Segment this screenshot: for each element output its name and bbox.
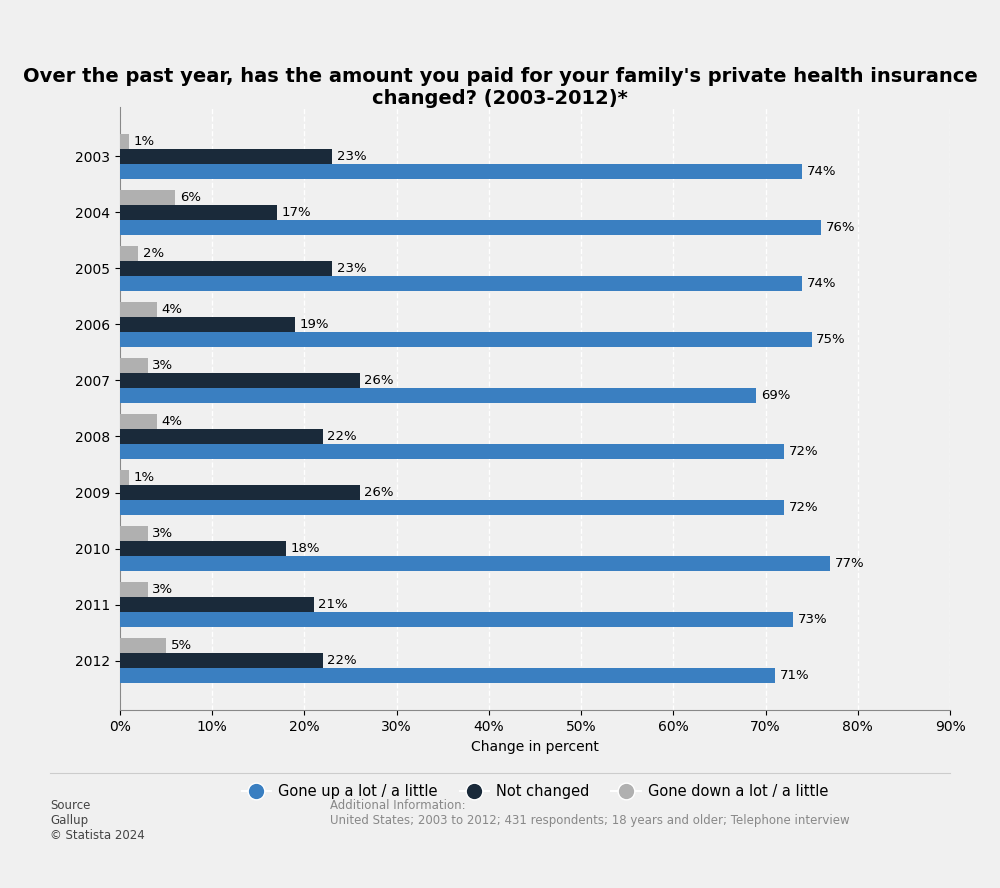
Text: 2%: 2% [143,247,164,260]
Text: 74%: 74% [807,165,837,178]
Text: 69%: 69% [761,389,790,402]
Text: Over the past year, has the amount you paid for your family's private health ins: Over the past year, has the amount you p… [23,67,977,107]
Text: 3%: 3% [152,359,173,372]
Text: 6%: 6% [180,191,201,203]
Bar [120,444,784,459]
Text: 22%: 22% [328,430,357,443]
Text: 1%: 1% [134,135,155,147]
Bar [120,429,323,444]
Text: 72%: 72% [789,445,818,458]
Bar [120,583,148,597]
Text: 22%: 22% [328,654,357,667]
Legend: Gone up a lot / a little, Not changed, Gone down a lot / a little: Gone up a lot / a little, Not changed, G… [236,778,834,805]
Bar [120,654,323,668]
Bar [120,388,756,403]
Text: 73%: 73% [798,614,827,626]
Text: 23%: 23% [337,150,366,163]
Bar [120,149,332,163]
Text: 1%: 1% [134,471,155,484]
Bar [120,598,314,612]
Bar [120,190,175,204]
Bar [120,358,148,373]
Text: 26%: 26% [364,374,394,387]
Text: 71%: 71% [779,670,809,682]
Text: 76%: 76% [826,221,855,234]
Bar [120,542,286,556]
Text: 19%: 19% [300,318,329,331]
Bar [120,302,157,316]
Text: 4%: 4% [162,415,182,428]
Bar [120,276,802,291]
Bar [120,205,277,219]
Text: 72%: 72% [789,501,818,514]
Text: 75%: 75% [816,333,846,346]
Bar [120,220,821,234]
Bar [120,332,812,347]
Text: 5%: 5% [171,638,192,652]
Text: Source
Gallup
© Statista 2024: Source Gallup © Statista 2024 [50,799,145,842]
Bar [120,501,784,515]
Text: 3%: 3% [152,583,173,596]
Bar [120,373,360,388]
Bar [120,317,295,332]
Bar [120,246,138,260]
Bar [120,134,129,148]
Text: 23%: 23% [337,262,366,275]
Text: 18%: 18% [291,542,320,555]
X-axis label: Change in percent: Change in percent [471,740,599,754]
Bar [120,164,802,178]
Text: 74%: 74% [807,277,837,290]
Bar [120,526,148,541]
Text: 21%: 21% [318,598,348,611]
Bar [120,669,775,683]
Text: 77%: 77% [835,557,864,570]
Bar [120,470,129,485]
Bar [120,414,157,429]
Text: 4%: 4% [162,303,182,316]
Text: 26%: 26% [364,486,394,499]
Text: 17%: 17% [281,206,311,219]
Text: Additional Information:
United States; 2003 to 2012; 431 respondents; 18 years a: Additional Information: United States; 2… [330,799,850,828]
Bar [120,261,332,275]
Bar [120,638,166,653]
Bar [120,613,793,627]
Text: 3%: 3% [152,527,173,540]
Bar [120,557,830,571]
Bar [120,485,360,500]
